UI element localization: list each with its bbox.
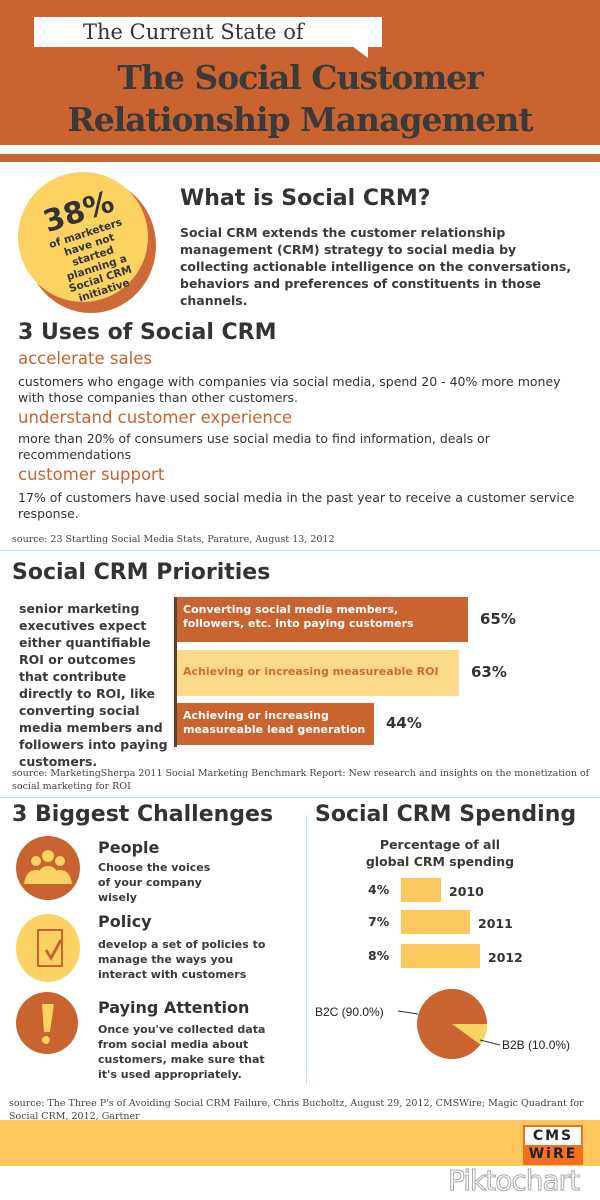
section-divider <box>0 550 600 551</box>
priority-bar: Achieving or increasing measureable ROI <box>177 650 459 696</box>
priorities-source: source: MarketingSherpa 2011 Social Mark… <box>12 768 590 792</box>
challenge-body: develop a set of policies to manage the … <box>98 938 266 981</box>
speech-bubble-tail <box>352 46 368 58</box>
challenge-title: People <box>98 838 160 857</box>
b2b-leader-line <box>479 1039 501 1046</box>
uses-source: source: 23 Startling Social Media Stats,… <box>12 534 335 545</box>
spending-bar <box>401 944 480 968</box>
spending-year-label: 2012 <box>488 950 523 965</box>
b2c-label: B2C (90.0%) <box>315 1005 384 1019</box>
priorities-heading: Social CRM Priorities <box>12 560 271 585</box>
bar-axis <box>174 597 177 747</box>
logo-top: CMS <box>525 1127 581 1145</box>
column-divider <box>306 815 307 1085</box>
priority-value-label: 44% <box>386 714 422 732</box>
challenges-heading: 3 Biggest Challenges <box>12 802 274 827</box>
use-title: customer support <box>18 465 165 484</box>
policy-checklist-icon <box>16 914 80 982</box>
pie-slice-b2b <box>452 1024 487 1045</box>
footer-source: source: The Three P's of Avoiding Social… <box>9 1098 584 1122</box>
divider-stripe <box>0 154 600 162</box>
stat-circle <box>18 172 148 302</box>
challenge-body: Once you've collected data from social m… <box>98 1023 266 1081</box>
use-body: 17% of customers have used social media … <box>18 490 575 521</box>
spending-subtitle: Percentage of all global CRM spending <box>365 837 515 869</box>
exclamation-icon <box>16 992 78 1054</box>
piktochart-watermark: Piktochart <box>447 1164 580 1198</box>
uses-heading: 3 Uses of Social CRM <box>18 320 277 345</box>
use-title: understand customer experience <box>18 408 293 427</box>
use-body: customers who engage with companies via … <box>18 374 561 405</box>
cmswire-logo: CMS WiRE <box>523 1125 583 1165</box>
footer-band <box>0 1120 600 1166</box>
spending-year-label: 2010 <box>449 884 484 899</box>
people-icon <box>16 836 80 900</box>
challenge-title: Policy <box>98 912 152 931</box>
challenge-title: Paying Attention <box>98 998 250 1017</box>
spending-heading: Social CRM Spending <box>315 802 577 827</box>
b2c-leader-line <box>397 1010 419 1015</box>
priorities-description: senior marketing executives expect eithe… <box>19 601 168 769</box>
what-body: Social CRM extends the customer relation… <box>180 225 572 308</box>
use-body: more than 20% of consumers use social me… <box>18 431 490 462</box>
spending-percent-label: 7% <box>368 914 390 929</box>
b2c-b2b-pie-chart: B2C (90.0%) B2B (10.0%) <box>315 989 570 1059</box>
b2b-label: B2B (10.0%) <box>502 1038 570 1052</box>
header-title-line2: Relationship Management <box>67 100 533 139</box>
logo-bottom: WiRE <box>525 1145 581 1163</box>
what-heading: What is Social CRM? <box>180 186 431 211</box>
priority-bar: Achieving or increasing measureable lead… <box>177 703 374 745</box>
spending-percent-label: 8% <box>368 948 390 963</box>
spending-percent-label: 4% <box>368 882 390 897</box>
spending-bar <box>401 910 470 934</box>
section-divider <box>0 797 600 798</box>
header-title-line1: The Social Customer <box>117 58 483 97</box>
priority-bar: Converting social media members, followe… <box>177 597 468 642</box>
spending-year-label: 2011 <box>478 916 513 931</box>
challenge-body: Choose the voices of your company wisely <box>98 861 211 904</box>
priority-value-label: 63% <box>471 663 507 681</box>
speech-bubble <box>34 17 382 47</box>
priority-value-label: 65% <box>480 609 516 628</box>
header-subtitle: The Current State of <box>83 20 304 44</box>
spending-bar <box>401 878 441 902</box>
use-title: accelerate sales <box>18 349 152 368</box>
